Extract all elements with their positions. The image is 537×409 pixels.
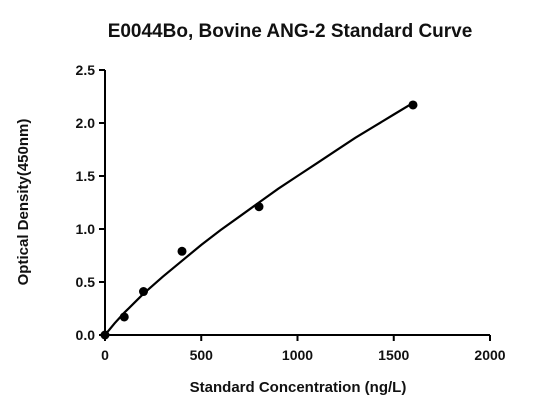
y-tick-label: 1.0 <box>76 221 96 237</box>
y-tick-label: 2.0 <box>76 115 96 131</box>
y-tick-label: 0.5 <box>76 274 96 290</box>
x-tick-label: 2000 <box>474 347 505 363</box>
y-tick-label: 1.5 <box>76 168 96 184</box>
y-tick-label: 0.0 <box>76 327 96 343</box>
plot-area: 0 500 1000 1500 2000 0.0 0.5 1.0 1.5 2.0 2.5 <box>76 62 506 363</box>
data-point <box>408 100 418 110</box>
x-tick-label: 500 <box>190 347 214 363</box>
data-point <box>254 202 264 212</box>
data-point <box>100 330 110 340</box>
y-axis-label: Optical Density(450nm) <box>15 119 32 286</box>
y-tick-label: 2.5 <box>76 62 96 78</box>
x-axis-label: Standard Concentration (ng/L) <box>190 379 407 396</box>
chart-title: E0044Bo, Bovine ANG-2 Standard Curve <box>108 21 473 42</box>
data-point <box>177 246 187 256</box>
data-point <box>119 312 129 322</box>
x-tick-label: 1500 <box>378 347 409 363</box>
fit-curve <box>104 101 414 336</box>
data-point <box>139 287 148 297</box>
x-tick-label: 1000 <box>282 347 313 363</box>
x-tick-label: 0 <box>101 347 109 363</box>
